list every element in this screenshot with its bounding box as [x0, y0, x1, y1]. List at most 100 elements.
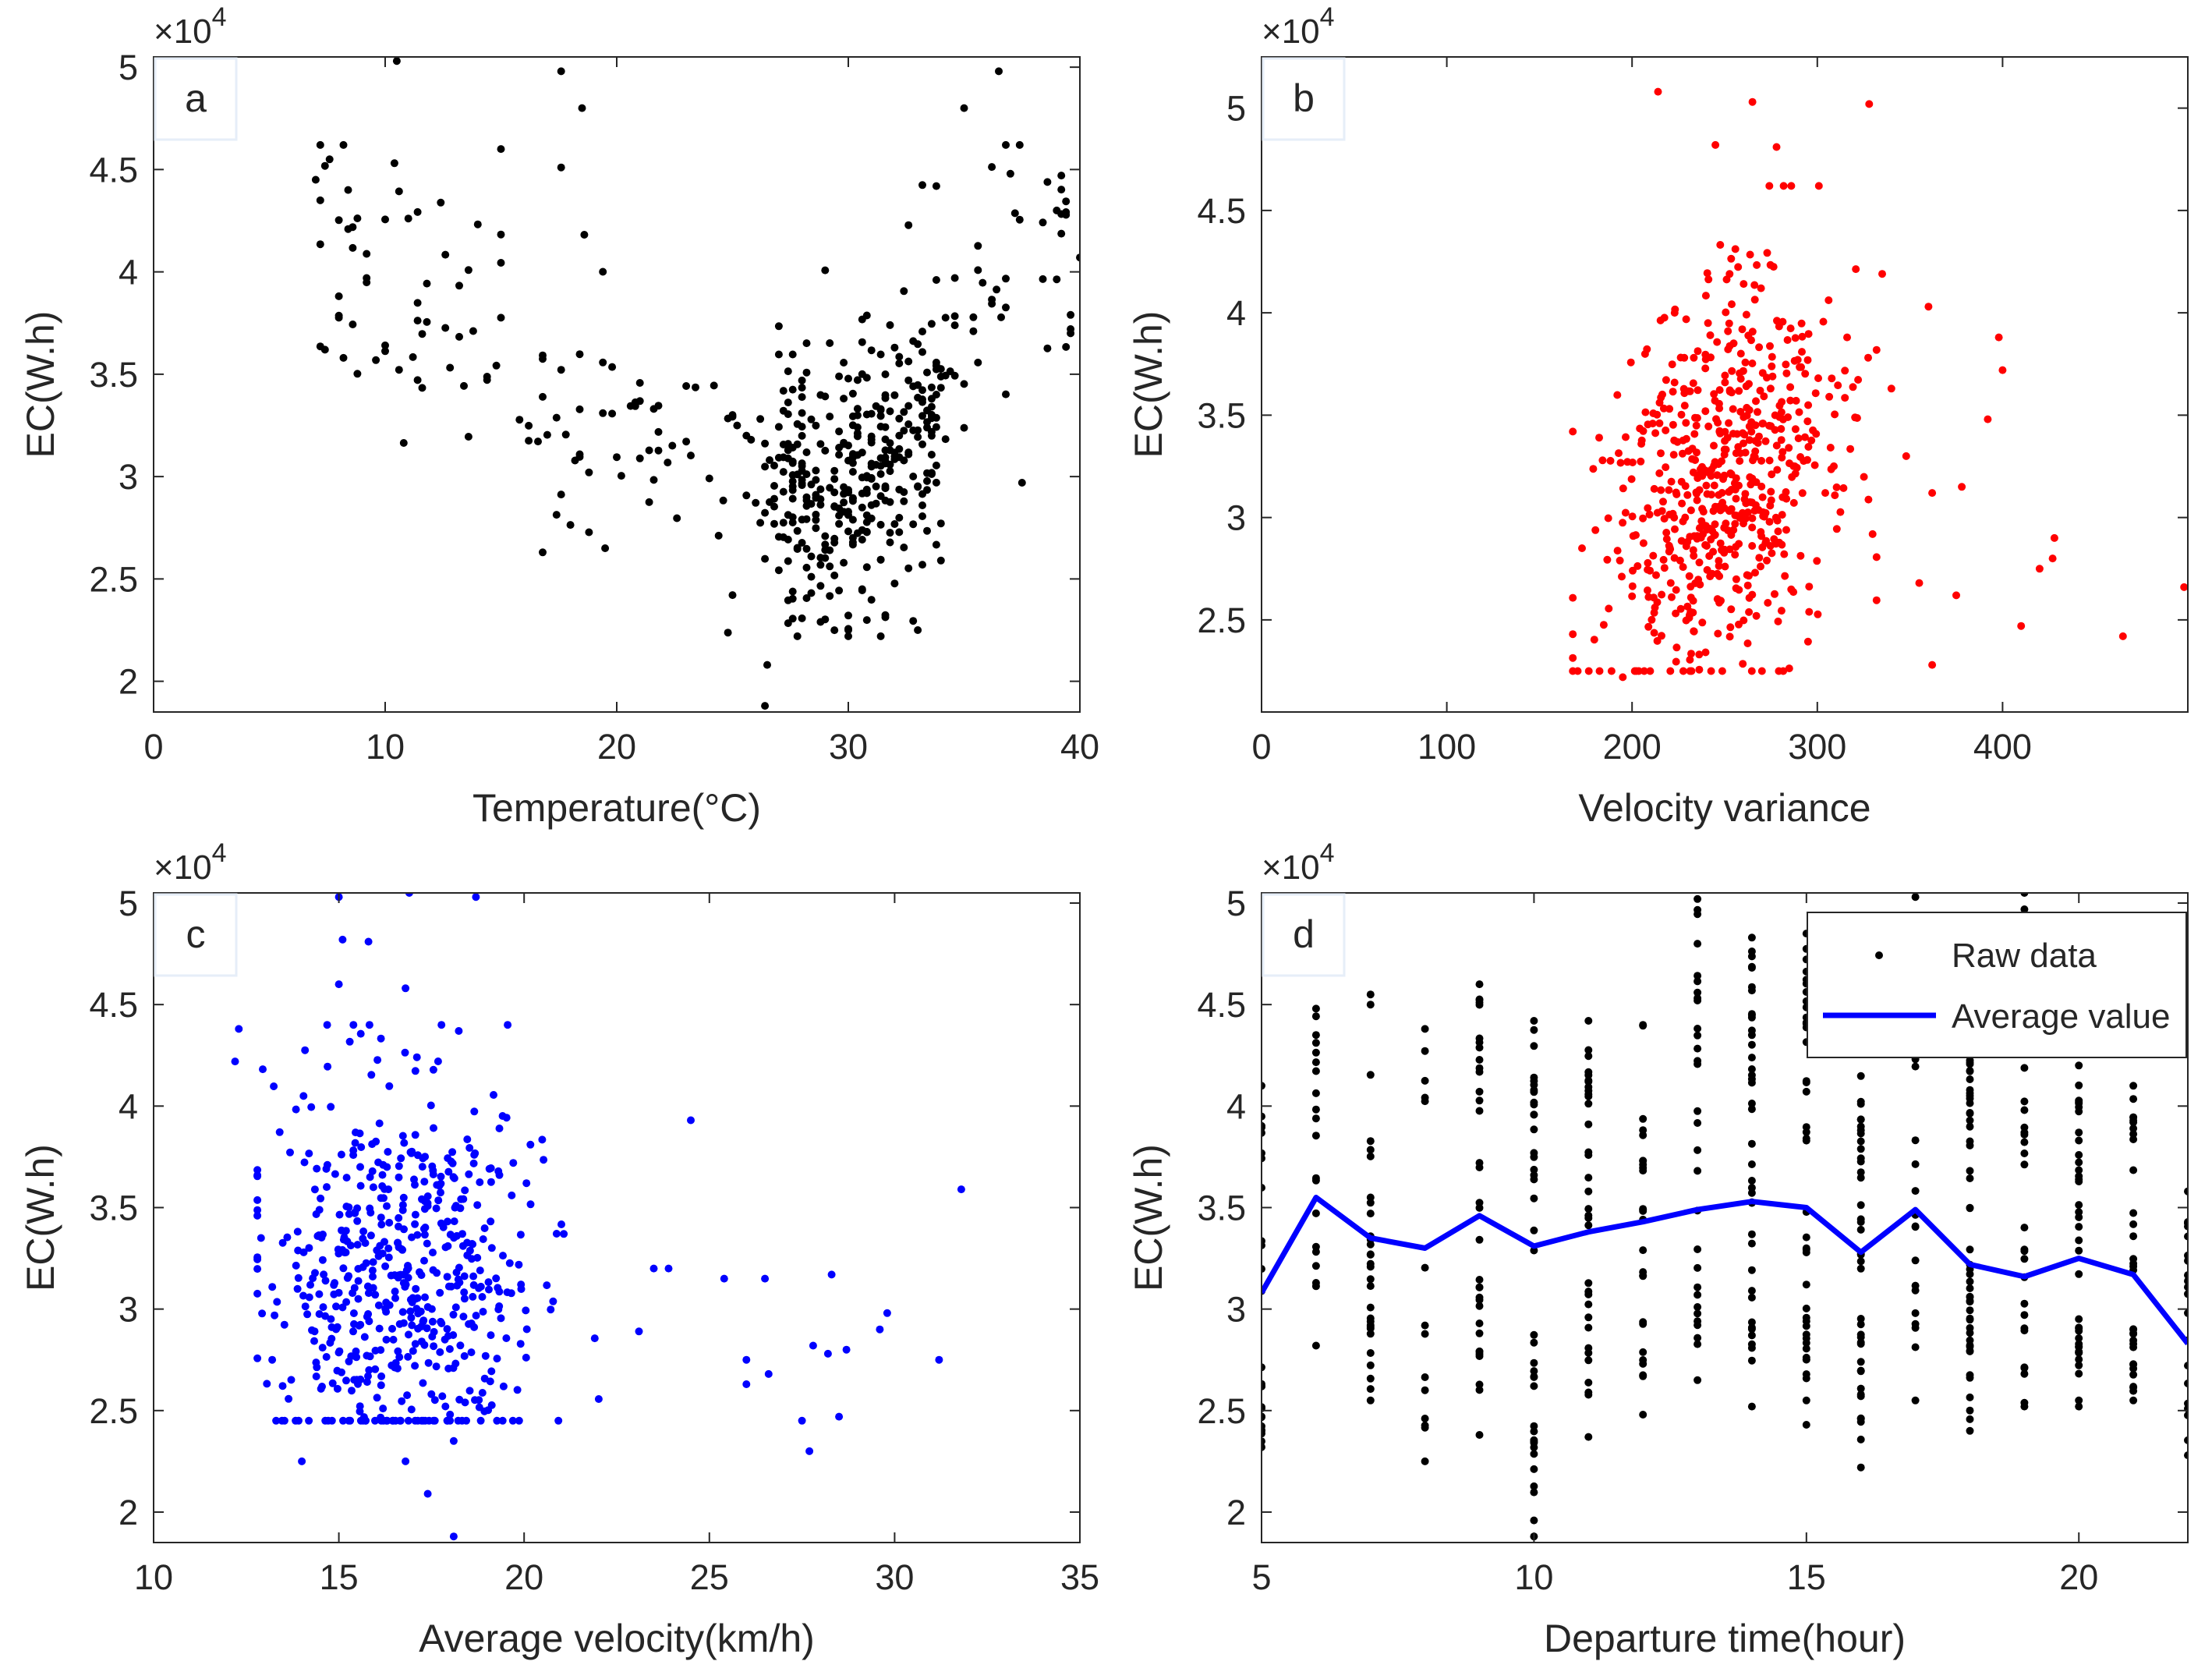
data-point [373, 1056, 382, 1064]
data-point [1662, 463, 1670, 472]
data-point [1627, 475, 1636, 484]
data-point [385, 1218, 394, 1227]
data-point [453, 1281, 462, 1290]
data-point [356, 1181, 365, 1190]
data-point [444, 1154, 452, 1163]
data-point [1966, 1373, 1974, 1382]
data-point [909, 426, 918, 434]
data-point [1670, 378, 1679, 387]
y-tick-label: 2 [119, 1493, 138, 1532]
data-point [404, 1416, 412, 1425]
data-point [413, 299, 422, 307]
data-point [578, 104, 586, 112]
data-point [997, 313, 1005, 321]
data-point [2129, 1259, 2138, 1268]
data-point [761, 702, 770, 710]
data-point [1698, 462, 1706, 471]
data-point [1650, 608, 1658, 617]
data-point [421, 1224, 430, 1231]
data-point [1584, 1077, 1593, 1086]
data-point [979, 278, 987, 287]
data-point [349, 321, 357, 328]
data-point [1736, 349, 1745, 358]
data-point [830, 466, 839, 475]
data-point [2020, 1363, 2029, 1372]
data-point [1703, 565, 1711, 574]
data-point [1311, 1242, 1320, 1251]
data-point [876, 555, 885, 564]
data-point [835, 512, 844, 520]
y-exponent-label: ×104 [154, 838, 227, 887]
data-point [798, 376, 806, 384]
data-point [1755, 554, 1764, 562]
data-point [1802, 1344, 1810, 1353]
data-point [1781, 572, 1789, 580]
data-point [478, 1293, 487, 1301]
data-point [1756, 386, 1764, 395]
data-point [1421, 1047, 1429, 1055]
data-point [441, 1243, 450, 1252]
data-point [432, 1204, 441, 1213]
data-point [382, 1298, 391, 1307]
data-point [1694, 1119, 1702, 1127]
y-tick-label: 4 [119, 253, 138, 292]
data-point [1639, 1126, 1647, 1135]
data-point [1802, 1087, 1810, 1096]
data-point [1773, 466, 1782, 474]
data-point [552, 1230, 561, 1238]
data-point [805, 1447, 814, 1455]
data-point [1681, 482, 1690, 491]
data-point [2129, 1340, 2138, 1348]
data-point [927, 470, 936, 478]
data-point [526, 1200, 535, 1209]
data-point [2020, 1369, 2029, 1378]
data-point [645, 446, 653, 455]
data-point [1530, 1081, 1538, 1089]
data-point [1676, 353, 1685, 362]
data-point [1757, 456, 1766, 465]
data-point [1856, 1463, 1865, 1472]
data-point [1701, 407, 1710, 416]
data-point [1911, 1160, 1920, 1168]
data-point [1782, 526, 1790, 534]
data-point [1796, 551, 1805, 560]
data-point [1725, 507, 1733, 515]
data-point [538, 1135, 547, 1144]
panel-label: b [1293, 76, 1315, 120]
data-point [525, 437, 533, 445]
data-point [1747, 1239, 1756, 1248]
data-point [381, 347, 389, 356]
data-point [2075, 1096, 2083, 1105]
data-point [1830, 462, 1838, 470]
data-point [1928, 489, 1937, 498]
data-point [1771, 590, 1778, 598]
data-point [774, 423, 783, 431]
data-point [599, 267, 607, 276]
data-point [788, 444, 797, 452]
data-point [1791, 462, 1799, 470]
data-point [449, 1310, 458, 1319]
data-point [1832, 483, 1841, 491]
data-point [494, 1305, 503, 1313]
data-point [1598, 456, 1607, 465]
data-point [1868, 530, 1877, 538]
data-point [635, 454, 644, 462]
data-point [377, 1194, 385, 1203]
data-point [580, 231, 589, 239]
data-point [299, 1092, 308, 1100]
data-point [327, 1315, 335, 1323]
data-point [2075, 1158, 2083, 1167]
data-point [1666, 579, 1675, 587]
data-point [927, 431, 936, 440]
data-point [1741, 358, 1750, 367]
data-point [957, 1185, 965, 1194]
data-point [2129, 1166, 2138, 1174]
data-point [515, 416, 524, 424]
data-point [1694, 1321, 1702, 1330]
data-point [372, 356, 380, 364]
data-point [1785, 664, 1793, 673]
data-point [351, 1139, 359, 1147]
data-point [1754, 439, 1762, 447]
x-tick-label: 10 [366, 727, 405, 767]
